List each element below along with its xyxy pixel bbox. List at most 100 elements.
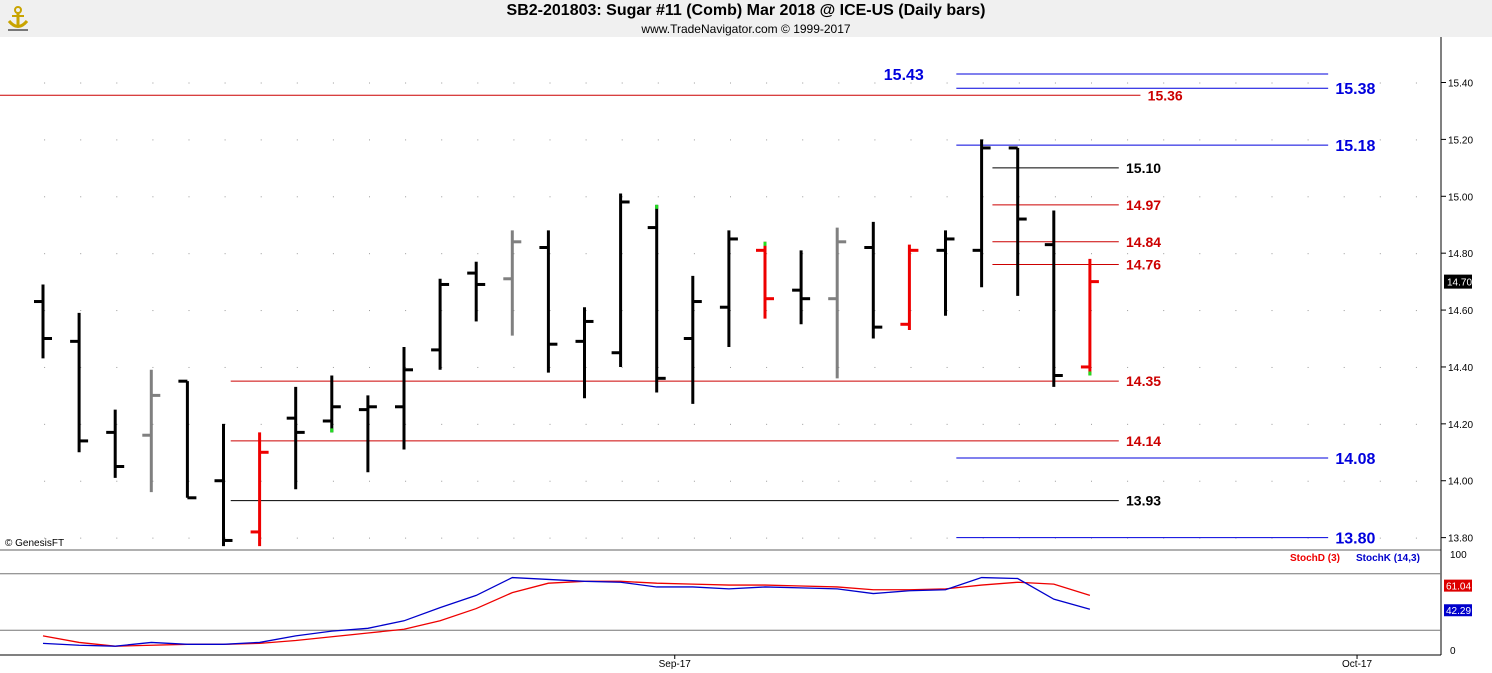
grid-dot xyxy=(910,139,912,141)
grid-dot xyxy=(477,480,479,482)
grid-dot xyxy=(44,310,46,312)
grid-dot xyxy=(766,537,768,539)
grid-dot xyxy=(838,139,840,141)
grid-dot xyxy=(224,537,226,539)
grid-dot xyxy=(1415,82,1417,84)
grid-dot xyxy=(369,480,370,482)
support-resistance-levels: 15.43 15.38 15.36 15.18 15.10 14.97 14.84 14.76… xyxy=(0,67,1376,548)
grid-dot xyxy=(332,253,334,255)
grid-dot xyxy=(332,480,334,482)
grid-dot xyxy=(585,253,587,255)
chart-header xyxy=(0,0,1492,37)
grid-dot xyxy=(369,366,370,368)
grid-dot xyxy=(152,82,154,84)
level-label: 15.10 xyxy=(1126,160,1161,176)
grid-dot xyxy=(1091,82,1092,84)
grid-dot xyxy=(369,310,370,312)
grid-dot xyxy=(1091,196,1092,198)
grid-dot xyxy=(1054,196,1056,198)
grid-dot xyxy=(1163,480,1165,482)
grid-dot xyxy=(477,310,479,312)
grid-dot xyxy=(549,139,551,141)
grid-dot xyxy=(874,366,876,368)
grid-dot xyxy=(730,139,731,141)
grid-dot xyxy=(80,196,82,198)
grid-dot xyxy=(1343,423,1345,425)
grid-dot xyxy=(982,82,984,84)
grid-dot xyxy=(513,253,515,255)
grid-dot xyxy=(910,537,912,539)
grid-dot xyxy=(188,310,190,312)
grid-dot xyxy=(441,537,443,539)
grid-dot xyxy=(982,196,984,198)
grid-dot xyxy=(621,480,623,482)
grid-dot xyxy=(549,537,551,539)
grid-dot xyxy=(730,480,731,482)
grid-dot xyxy=(405,537,407,539)
grid-dot xyxy=(693,196,695,198)
grid-dot xyxy=(730,82,731,84)
grid-dot xyxy=(188,480,190,482)
grid-dot xyxy=(369,423,370,425)
grid-dot xyxy=(838,480,840,482)
grid-dot xyxy=(657,310,659,312)
grid-dot xyxy=(1199,366,1201,368)
grid-dot xyxy=(296,423,298,425)
grid-dot xyxy=(1271,139,1273,141)
legend-stoch-d: StochD (3) xyxy=(1290,553,1340,564)
grid-dot xyxy=(693,537,695,539)
grid-dot xyxy=(1127,310,1129,312)
grid-dot xyxy=(1235,196,1237,198)
grid-dot xyxy=(116,537,118,539)
grid-dot xyxy=(1271,82,1273,84)
y-tick-label: 13.80 xyxy=(1448,534,1473,545)
grid-dot xyxy=(405,310,407,312)
grid-dot xyxy=(332,82,334,84)
grid-dot xyxy=(549,253,551,255)
grid-dot xyxy=(1307,366,1309,368)
grid-dot xyxy=(1199,82,1201,84)
grid-dot xyxy=(657,480,659,482)
grid-dot xyxy=(621,253,623,255)
grid-dot xyxy=(152,196,154,198)
grid-dot xyxy=(152,366,154,368)
grid-dot xyxy=(513,139,515,141)
grid-dot xyxy=(621,139,623,141)
grid-dot xyxy=(188,139,190,141)
grid-dot xyxy=(1379,253,1381,255)
grid-dot xyxy=(1415,253,1417,255)
grid-dot xyxy=(1271,253,1273,255)
level-label: 14.35 xyxy=(1126,373,1161,389)
grid-dot xyxy=(188,253,190,255)
grid-dot xyxy=(1199,139,1201,141)
grid-dot xyxy=(260,310,262,312)
grid-dot xyxy=(1415,366,1417,368)
y-tick-label: 14.80 xyxy=(1448,249,1473,260)
grid-dot xyxy=(152,310,154,312)
grid-dot xyxy=(585,480,587,482)
grid-dot xyxy=(766,366,768,368)
grid-dot xyxy=(1235,366,1237,368)
grid-dot xyxy=(1343,196,1345,198)
grid-dot xyxy=(260,480,262,482)
grid-dot xyxy=(369,82,370,84)
grid-dot xyxy=(693,253,695,255)
grid-dot xyxy=(1235,423,1237,425)
grid-dot xyxy=(441,82,443,84)
y-tick-label: 14.00 xyxy=(1448,477,1473,488)
level-label: 13.93 xyxy=(1126,493,1161,509)
grid-dot xyxy=(910,196,912,198)
grid-dot xyxy=(80,423,82,425)
grid-dot xyxy=(1343,480,1345,482)
grid-dot xyxy=(1379,537,1381,539)
grid-dot xyxy=(874,537,876,539)
grid-dot xyxy=(1054,139,1056,141)
level-label: 15.18 xyxy=(1335,138,1375,155)
grid-dot xyxy=(657,139,659,141)
grid-dot xyxy=(296,139,298,141)
level-label: 15.43 xyxy=(884,67,924,84)
grid-dot xyxy=(332,366,334,368)
grid-dot xyxy=(188,82,190,84)
grid-dot xyxy=(44,480,46,482)
grid-dot xyxy=(369,196,370,198)
